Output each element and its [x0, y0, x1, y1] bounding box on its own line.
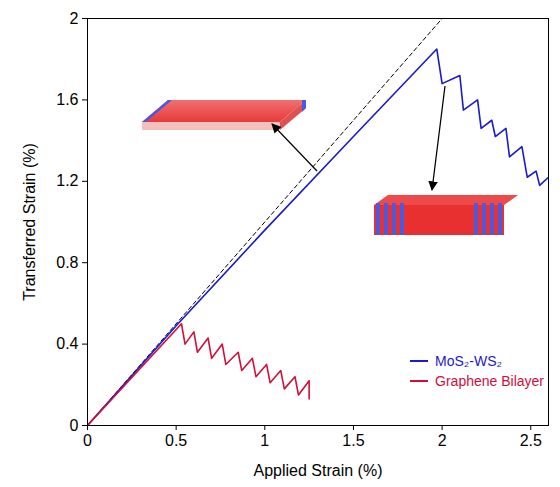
svg-text:Transferred Strain (%): Transferred Strain (%) [21, 143, 38, 301]
svg-text:0.8: 0.8 [56, 254, 78, 271]
svg-text:1.6: 1.6 [56, 91, 78, 108]
svg-text:Applied Strain (%): Applied Strain (%) [254, 462, 383, 479]
svg-text:2: 2 [438, 432, 447, 449]
svg-text:0: 0 [83, 432, 92, 449]
svg-text:0.5: 0.5 [165, 432, 187, 449]
svg-text:0.4: 0.4 [56, 335, 78, 352]
svg-text:1: 1 [260, 432, 269, 449]
svg-text:0: 0 [70, 417, 79, 434]
svg-text:2.5: 2.5 [520, 432, 542, 449]
html-text:MoS₂-WS₂: MoS₂-WS₂ [435, 353, 502, 369]
svg-text:1.5: 1.5 [342, 432, 364, 449]
svg-text:2: 2 [70, 10, 79, 27]
html-text:Graphene Bilayer: Graphene Bilayer [435, 373, 544, 389]
svg-text:1.2: 1.2 [56, 172, 78, 189]
